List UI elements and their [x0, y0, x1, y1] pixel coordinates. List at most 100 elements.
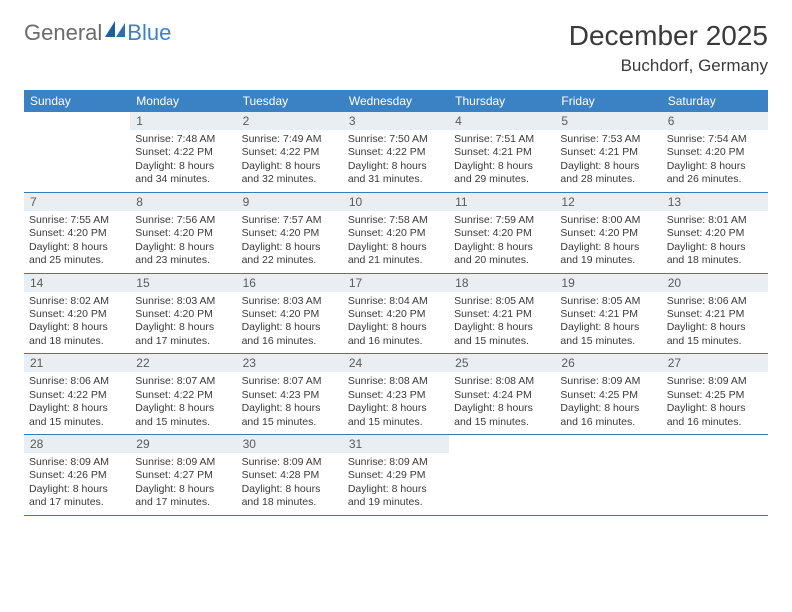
day-number: 23 [237, 354, 343, 372]
daylight-line2: and 16 minutes. [242, 335, 338, 348]
day-body: Sunrise: 7:49 AMSunset: 4:22 PMDaylight:… [237, 130, 343, 192]
daylight-line1: Daylight: 8 hours [560, 321, 656, 334]
daylight-line1: Daylight: 8 hours [454, 321, 550, 334]
sunrise-text: Sunrise: 7:50 AM [348, 133, 444, 146]
daylight-line1: Daylight: 8 hours [667, 241, 763, 254]
day-cell: 13Sunrise: 8:01 AMSunset: 4:20 PMDayligh… [662, 193, 768, 273]
day-body: Sunrise: 7:51 AMSunset: 4:21 PMDaylight:… [449, 130, 555, 192]
daylight-line2: and 17 minutes. [29, 496, 125, 509]
sunrise-text: Sunrise: 8:06 AM [667, 295, 763, 308]
daylight-line2: and 19 minutes. [348, 496, 444, 509]
day-body: Sunrise: 8:04 AMSunset: 4:20 PMDaylight:… [343, 292, 449, 354]
sunset-text: Sunset: 4:20 PM [454, 227, 550, 240]
sunrise-text: Sunrise: 7:57 AM [242, 214, 338, 227]
daylight-line2: and 17 minutes. [135, 335, 231, 348]
sunrise-text: Sunrise: 8:02 AM [29, 295, 125, 308]
day-number [449, 435, 555, 453]
day-number: 6 [662, 112, 768, 130]
daylight-line1: Daylight: 8 hours [560, 402, 656, 415]
weekday-header: Wednesday [343, 90, 449, 112]
day-number: 7 [24, 193, 130, 211]
title-block: December 2025 Buchdorf, Germany [569, 20, 768, 76]
day-body: Sunrise: 7:56 AMSunset: 4:20 PMDaylight:… [130, 211, 236, 273]
daylight-line1: Daylight: 8 hours [135, 483, 231, 496]
daylight-line2: and 15 minutes. [667, 335, 763, 348]
sunrise-text: Sunrise: 8:05 AM [560, 295, 656, 308]
day-cell [24, 112, 130, 192]
daylight-line2: and 16 minutes. [348, 335, 444, 348]
week-row: 7Sunrise: 7:55 AMSunset: 4:20 PMDaylight… [24, 193, 768, 274]
day-body: Sunrise: 7:58 AMSunset: 4:20 PMDaylight:… [343, 211, 449, 273]
day-body: Sunrise: 8:03 AMSunset: 4:20 PMDaylight:… [130, 292, 236, 354]
sunrise-text: Sunrise: 7:51 AM [454, 133, 550, 146]
day-body: Sunrise: 8:06 AMSunset: 4:21 PMDaylight:… [662, 292, 768, 354]
weekday-header: Sunday [24, 90, 130, 112]
sunset-text: Sunset: 4:20 PM [348, 227, 444, 240]
sunrise-text: Sunrise: 7:59 AM [454, 214, 550, 227]
day-cell: 7Sunrise: 7:55 AMSunset: 4:20 PMDaylight… [24, 193, 130, 273]
daylight-line2: and 23 minutes. [135, 254, 231, 267]
daylight-line2: and 18 minutes. [29, 335, 125, 348]
daylight-line2: and 21 minutes. [348, 254, 444, 267]
sunrise-text: Sunrise: 7:55 AM [29, 214, 125, 227]
week-row: 1Sunrise: 7:48 AMSunset: 4:22 PMDaylight… [24, 112, 768, 193]
sunset-text: Sunset: 4:20 PM [560, 227, 656, 240]
day-number: 16 [237, 274, 343, 292]
day-body: Sunrise: 7:50 AMSunset: 4:22 PMDaylight:… [343, 130, 449, 192]
day-cell: 14Sunrise: 8:02 AMSunset: 4:20 PMDayligh… [24, 274, 130, 354]
day-body: Sunrise: 8:09 AMSunset: 4:25 PMDaylight:… [555, 372, 661, 434]
daylight-line1: Daylight: 8 hours [454, 241, 550, 254]
sunrise-text: Sunrise: 8:09 AM [29, 456, 125, 469]
day-cell: 31Sunrise: 8:09 AMSunset: 4:29 PMDayligh… [343, 435, 449, 515]
sunset-text: Sunset: 4:22 PM [242, 146, 338, 159]
sunrise-text: Sunrise: 8:09 AM [560, 375, 656, 388]
day-cell [449, 435, 555, 515]
day-cell: 22Sunrise: 8:07 AMSunset: 4:22 PMDayligh… [130, 354, 236, 434]
day-cell: 21Sunrise: 8:06 AMSunset: 4:22 PMDayligh… [24, 354, 130, 434]
daylight-line2: and 19 minutes. [560, 254, 656, 267]
week-row: 21Sunrise: 8:06 AMSunset: 4:22 PMDayligh… [24, 354, 768, 435]
daylight-line1: Daylight: 8 hours [560, 160, 656, 173]
daylight-line2: and 34 minutes. [135, 173, 231, 186]
day-cell: 26Sunrise: 8:09 AMSunset: 4:25 PMDayligh… [555, 354, 661, 434]
day-number: 5 [555, 112, 661, 130]
sunset-text: Sunset: 4:26 PM [29, 469, 125, 482]
daylight-line2: and 18 minutes. [667, 254, 763, 267]
sunset-text: Sunset: 4:21 PM [560, 308, 656, 321]
sunset-text: Sunset: 4:20 PM [242, 227, 338, 240]
brand-part1: General [24, 20, 102, 46]
day-cell: 9Sunrise: 7:57 AMSunset: 4:20 PMDaylight… [237, 193, 343, 273]
daylight-line2: and 29 minutes. [454, 173, 550, 186]
day-cell: 29Sunrise: 8:09 AMSunset: 4:27 PMDayligh… [130, 435, 236, 515]
day-cell: 2Sunrise: 7:49 AMSunset: 4:22 PMDaylight… [237, 112, 343, 192]
sunset-text: Sunset: 4:23 PM [242, 389, 338, 402]
day-cell: 20Sunrise: 8:06 AMSunset: 4:21 PMDayligh… [662, 274, 768, 354]
daylight-line2: and 15 minutes. [242, 416, 338, 429]
daylight-line1: Daylight: 8 hours [29, 483, 125, 496]
day-cell: 16Sunrise: 8:03 AMSunset: 4:20 PMDayligh… [237, 274, 343, 354]
sunset-text: Sunset: 4:20 PM [348, 308, 444, 321]
sunrise-text: Sunrise: 7:54 AM [667, 133, 763, 146]
sunrise-text: Sunrise: 8:09 AM [348, 456, 444, 469]
daylight-line2: and 25 minutes. [29, 254, 125, 267]
day-number: 8 [130, 193, 236, 211]
daylight-line2: and 15 minutes. [454, 335, 550, 348]
calendar: SundayMondayTuesdayWednesdayThursdayFrid… [24, 90, 768, 516]
sunset-text: Sunset: 4:25 PM [560, 389, 656, 402]
daylight-line2: and 26 minutes. [667, 173, 763, 186]
day-body: Sunrise: 8:05 AMSunset: 4:21 PMDaylight:… [555, 292, 661, 354]
daylight-line2: and 15 minutes. [348, 416, 444, 429]
day-number: 29 [130, 435, 236, 453]
brand-part2: Blue [127, 20, 171, 46]
day-body: Sunrise: 8:09 AMSunset: 4:27 PMDaylight:… [130, 453, 236, 515]
sunset-text: Sunset: 4:25 PM [667, 389, 763, 402]
daylight-line2: and 15 minutes. [560, 335, 656, 348]
location: Buchdorf, Germany [569, 56, 768, 76]
daylight-line1: Daylight: 8 hours [560, 241, 656, 254]
day-cell: 19Sunrise: 8:05 AMSunset: 4:21 PMDayligh… [555, 274, 661, 354]
day-number: 11 [449, 193, 555, 211]
day-number: 18 [449, 274, 555, 292]
daylight-line2: and 20 minutes. [454, 254, 550, 267]
daylight-line2: and 15 minutes. [29, 416, 125, 429]
sunset-text: Sunset: 4:27 PM [135, 469, 231, 482]
